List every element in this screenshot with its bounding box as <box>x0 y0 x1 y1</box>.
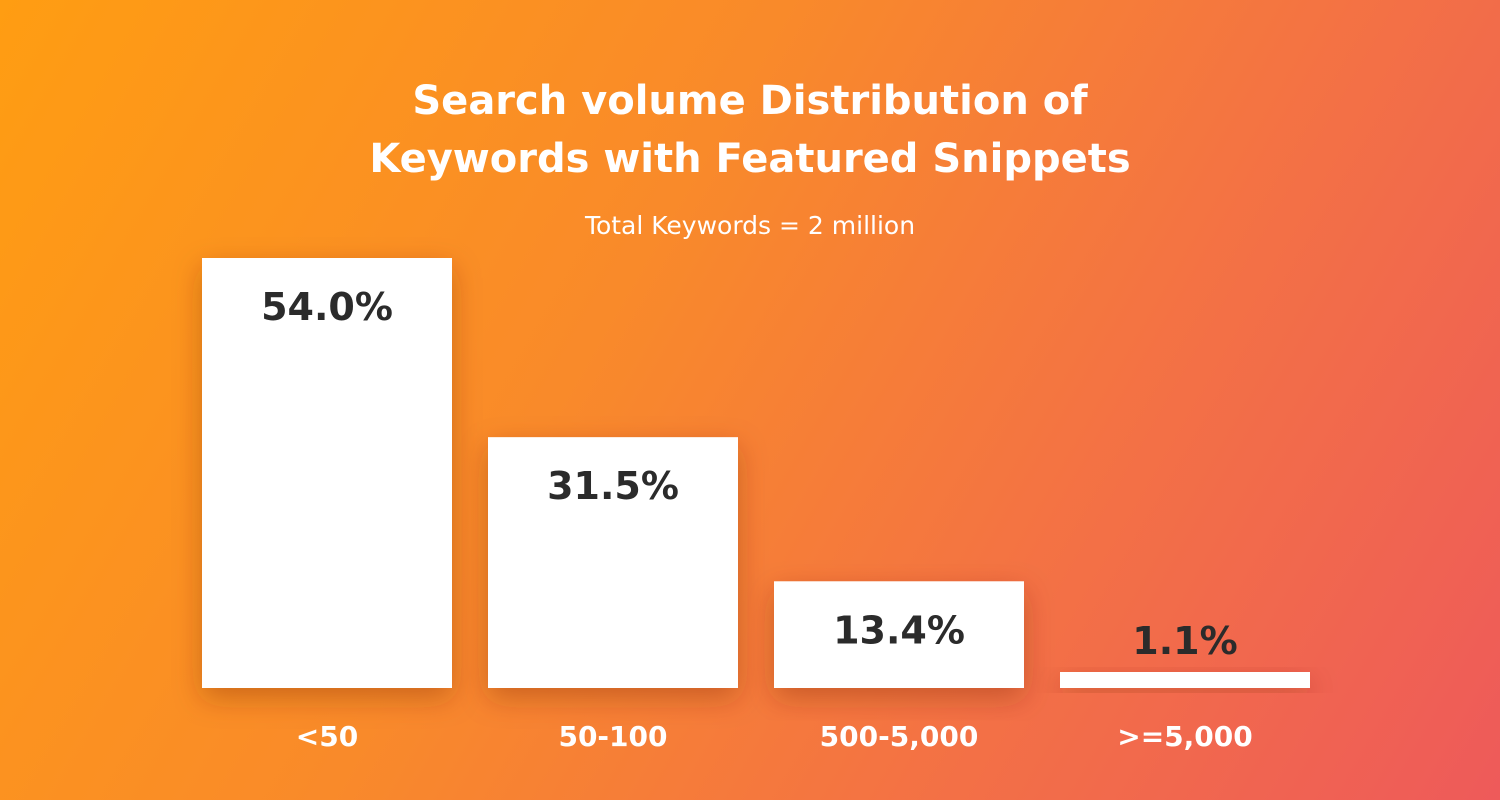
chart-title-line-2: Keywords with Featured Snippets <box>369 136 1131 182</box>
bar-2 <box>774 581 1024 688</box>
bar-0 <box>202 258 452 688</box>
chart-title-line-1: Search volume Distribution of <box>412 78 1088 124</box>
category-label-0: <50 <box>296 720 358 753</box>
chart-title: Search volume Distribution of Keywords w… <box>0 72 1500 188</box>
bar-3 <box>1060 672 1310 688</box>
bar-value-label-1: 31.5% <box>547 464 679 508</box>
bar-1 <box>488 437 738 688</box>
category-label-3: >=5,000 <box>1117 720 1253 753</box>
bar-value-label-0: 54.0% <box>261 285 393 329</box>
chart-subtitle: Total Keywords = 2 million <box>584 211 916 240</box>
category-label-2: 500-5,000 <box>820 720 979 753</box>
bar-value-label-2: 13.4% <box>833 608 965 652</box>
bar-value-label-3: 1.1% <box>1132 619 1237 663</box>
category-label-1: 50-100 <box>558 720 667 753</box>
